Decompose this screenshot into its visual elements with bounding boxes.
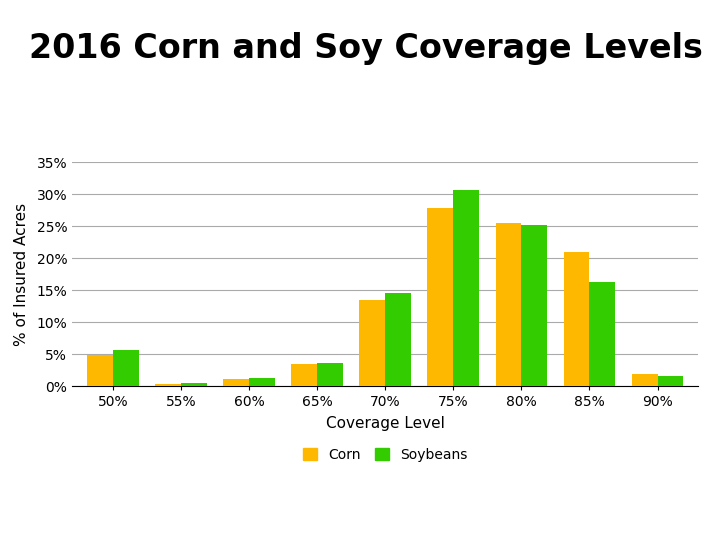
Bar [454, 190, 480, 386]
Bar [249, 378, 275, 386]
Bar [291, 364, 317, 386]
Bar [521, 225, 547, 386]
Bar [495, 223, 521, 386]
Bar [155, 383, 181, 386]
X-axis label: Coverage Level: Coverage Level [325, 416, 445, 431]
Bar [181, 383, 207, 386]
Bar [590, 282, 616, 386]
Bar [317, 363, 343, 386]
Bar [87, 355, 113, 386]
Text: Ag Decision Maker: Ag Decision Maker [536, 490, 706, 507]
Bar [631, 374, 657, 386]
Bar [223, 379, 249, 386]
Bar [385, 293, 411, 386]
Bar [359, 300, 385, 386]
Bar [564, 252, 590, 386]
Bar [428, 208, 454, 386]
Legend: Corn, Soybeans: Corn, Soybeans [298, 442, 472, 468]
Bar [657, 376, 683, 386]
Y-axis label: % of Insured Acres: % of Insured Acres [14, 202, 30, 346]
Text: 2016 Corn and Soy Coverage Levels: 2016 Corn and Soy Coverage Levels [29, 32, 703, 65]
Text: Extension and Outreach/Department of Economics: Extension and Outreach/Department of Eco… [14, 511, 279, 522]
Text: IOWA STATE UNIVERSITY: IOWA STATE UNIVERSITY [14, 471, 281, 489]
Bar [113, 349, 139, 386]
